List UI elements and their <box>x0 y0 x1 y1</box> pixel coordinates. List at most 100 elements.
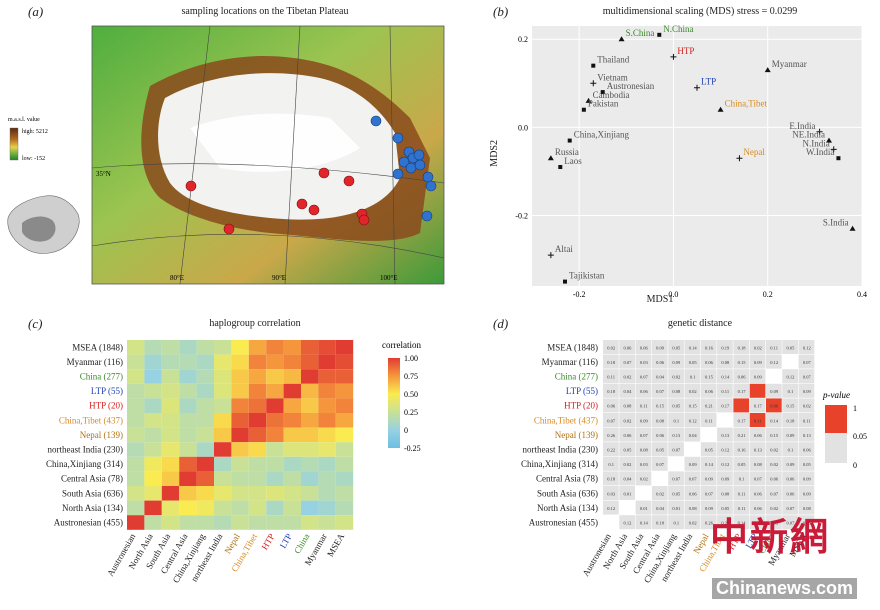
heatmap-cell <box>318 340 336 355</box>
heatmap-cell <box>266 340 284 355</box>
heatmap-cell <box>231 398 249 413</box>
heatmap-cell <box>196 456 214 472</box>
distance-value: 0.07 <box>656 389 665 394</box>
distance-value: 0.18 <box>607 360 616 365</box>
heatmap-row-label: Nepal (139) <box>80 430 123 440</box>
distance-value: 0.07 <box>770 491 779 496</box>
heatmap-cell <box>144 486 162 501</box>
distance-cell <box>717 398 733 413</box>
heatmap-cell <box>318 442 336 457</box>
distance-value: 0.05 <box>803 462 812 467</box>
distance-value: 0.05 <box>787 345 796 350</box>
heatmap-cell <box>179 442 197 457</box>
heatmap-cell <box>231 369 249 384</box>
mds-point <box>830 146 837 153</box>
map-legend-high: high: 5212 <box>22 129 48 135</box>
distance-value: 0.12 <box>770 360 778 365</box>
mds-point-label: Myanmar <box>772 59 807 69</box>
distance-value: 0.09 <box>656 345 665 350</box>
distance-value: 0.15 <box>738 360 747 365</box>
heatmap-cell <box>161 442 180 457</box>
distance-cell <box>733 456 750 471</box>
distance-cell <box>717 486 733 500</box>
distance-cell <box>717 413 733 427</box>
distance-cell <box>766 413 782 427</box>
heatmap-cell <box>231 500 249 516</box>
heatmap-cell <box>248 442 267 457</box>
distance-cell <box>651 486 668 500</box>
distance-value: 0.06 <box>803 448 812 453</box>
distance-cell <box>684 427 701 442</box>
distance-cell <box>766 471 782 486</box>
heatmap-cell <box>318 383 336 399</box>
heatmap-cell <box>231 515 249 530</box>
distance-value: 0.06 <box>640 345 649 350</box>
distance-value: 0.14 <box>738 521 747 526</box>
distance-cell <box>798 427 815 442</box>
distance-cell <box>782 486 798 500</box>
heatmap-cell <box>214 354 232 370</box>
pvalue-legend-title: p-value <box>822 390 850 400</box>
heatmap-cell <box>144 515 162 530</box>
heatmap-cell <box>179 456 197 472</box>
distance-cell <box>668 354 684 369</box>
heatmap-cell <box>318 354 336 370</box>
distance-value: 0.1 <box>788 389 794 394</box>
distance-value: 0.18 <box>607 389 616 394</box>
distance-value: 0.07 <box>624 360 633 365</box>
distance-cell <box>700 427 717 442</box>
heatmap-cell <box>231 486 249 501</box>
heatmap-row-label: South Asia (636) <box>62 488 123 498</box>
distance-cell <box>733 500 750 515</box>
distance-value: 0.15 <box>689 404 698 409</box>
heatmap-cell <box>248 486 267 501</box>
distance-row-label: North Asia (134) <box>537 503 598 513</box>
heatmap-cell <box>266 427 284 443</box>
genetic-distance-table: 0.02 0.06 0.06 0.09 0.05 0.14 0.16 0.19 0.18 0.02… <box>521 340 867 585</box>
heatmap-cell <box>248 500 267 516</box>
distance-cell <box>635 500 652 515</box>
correlation-legend-tick: 0.25 <box>404 408 418 417</box>
heatmap-cell <box>144 500 162 516</box>
heatmap-cell <box>301 340 319 355</box>
blue-site <box>421 210 433 222</box>
heatmap-row-label: LTP (55) <box>91 386 123 396</box>
distance-value: 0.04 <box>656 375 665 380</box>
distance-cell <box>700 383 717 398</box>
distance-cell <box>684 486 701 500</box>
heatmap-cell <box>283 515 301 530</box>
distance-cell <box>749 340 766 354</box>
heatmap-cell <box>179 354 197 370</box>
distance-cell <box>700 369 717 384</box>
distance-cell <box>668 340 684 354</box>
distance-cell <box>651 383 668 398</box>
heatmap-cell <box>144 340 162 355</box>
distance-cell <box>635 383 652 398</box>
distance-value: 0.11 <box>754 418 762 423</box>
distance-cell <box>651 354 668 369</box>
distance-value: 0.09 <box>787 433 796 438</box>
distance-cell <box>668 515 684 530</box>
distance-cell <box>668 413 684 427</box>
distance-value: 0.12 <box>721 448 729 453</box>
blue-site <box>405 162 417 174</box>
heatmap-cell <box>318 515 336 530</box>
distance-cell <box>749 500 766 515</box>
pvalue-legend-high <box>825 405 847 433</box>
heatmap-cell <box>301 369 319 384</box>
distance-value: 0.06 <box>705 389 714 394</box>
heatmap-cell <box>318 486 336 501</box>
heatmap-cell <box>318 500 336 516</box>
distance-value: 0.11 <box>607 375 615 380</box>
distance-cell <box>700 456 717 471</box>
distance-cell <box>619 383 635 398</box>
distance-value: 0.12 <box>689 418 697 423</box>
heatmap-cell <box>248 471 267 486</box>
mds-point-label: NE.India <box>792 130 825 140</box>
distance-value: 0.13 <box>672 433 681 438</box>
distance-cell <box>603 471 619 486</box>
watermark-logo-cn: 中新網 <box>710 515 831 559</box>
distance-value: 0.08 <box>640 448 649 453</box>
heatmap-cell <box>301 354 319 370</box>
distance-row-label: China (277) <box>555 372 598 382</box>
